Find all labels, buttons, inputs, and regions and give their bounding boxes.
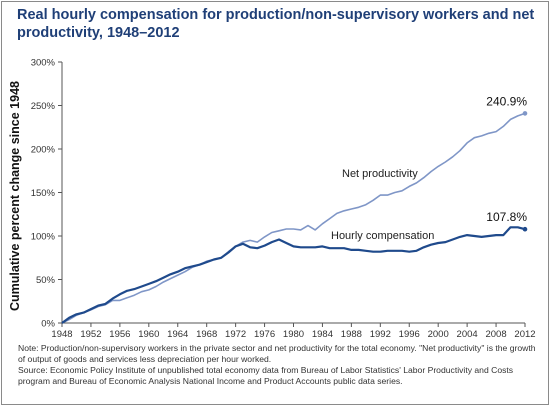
x-tick-label: 1964 [167, 329, 188, 340]
series-lines [61, 111, 528, 324]
x-tick-label: 1956 [109, 329, 130, 340]
x-tick-label: 1984 [312, 329, 333, 340]
x-tick-label: 1972 [225, 329, 246, 340]
x-tick-label: 1996 [399, 329, 420, 340]
series-line-net-productivity [61, 112, 526, 324]
x-tick-label: 2000 [428, 329, 449, 340]
series-line-hourly-compensation [61, 226, 526, 324]
x-tick-label: 1968 [196, 329, 217, 340]
y-tick-label: 50% [36, 275, 56, 286]
x-tick-label: 1988 [341, 329, 362, 340]
x-tick-label: 1976 [254, 329, 275, 340]
x-tick-label: 1980 [283, 329, 304, 340]
footer-note: Note: Production/non-supervisory workers… [18, 343, 536, 364]
y-tick-label: 300% [31, 58, 56, 69]
series-labels: 240.9% 107.8% Net productivity Hourly compe… [331, 94, 527, 242]
y-tick-label: 200% [31, 145, 56, 156]
y-tick-label: 250% [31, 101, 56, 112]
chart-title: Real hourly compensation for production/… [17, 7, 535, 41]
series-end-marker [522, 111, 528, 116]
chart-footer: Note: Production/non-supervisory workers… [18, 343, 540, 387]
series-end-value-label: 240.9% [486, 94, 527, 108]
x-tick-label: 1952 [80, 329, 101, 340]
series-end-marker [522, 226, 528, 232]
x-tick-label: 2008 [485, 329, 506, 340]
axes [61, 62, 525, 324]
x-tick-label: 2012 [514, 329, 535, 340]
hourly-compensation-label: Hourly compensation [331, 230, 434, 242]
y-tick-label: 100% [31, 232, 56, 243]
x-tick-label: 1992 [370, 329, 391, 340]
x-tick-label: 1948 [51, 329, 72, 340]
y-tick-label: 150% [31, 188, 56, 199]
x-tick-label: 2004 [457, 329, 478, 340]
net-productivity-label: Net productivity [342, 168, 418, 180]
footer-source: Source: Economic Policy Institute of unp… [18, 365, 514, 386]
x-tick-label: 1960 [138, 329, 159, 340]
series-end-value-label: 107.8% [486, 210, 527, 224]
x-axis-ticks: 1948 1952 1956 1960 1964 1968 1972 1976 1980 1984… [51, 323, 536, 340]
y-tick-label: 0% [41, 319, 55, 330]
y-axis-ticks: 0% 50% 100% 150% 200% 250% 300% [31, 58, 62, 330]
